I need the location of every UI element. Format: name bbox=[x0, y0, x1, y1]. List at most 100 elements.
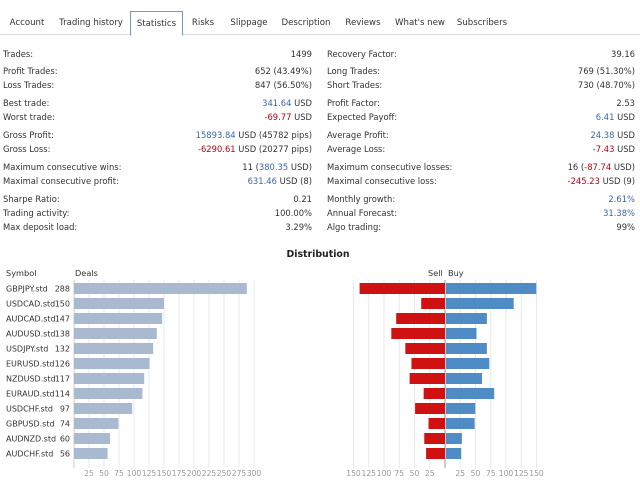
stat-row: Trading activity: 100.00% bbox=[3, 207, 312, 219]
deals-column-header: Deals bbox=[75, 268, 98, 278]
sell-bar bbox=[423, 388, 445, 399]
sell-tick-label: 25 bbox=[425, 469, 435, 478]
deals-bar bbox=[74, 283, 247, 294]
stat-label: Annual Forecast: bbox=[327, 208, 398, 218]
buy-bar bbox=[446, 283, 537, 294]
stat-label: Worst trade: bbox=[3, 112, 55, 122]
buy-bar bbox=[446, 313, 487, 324]
symbol-label: AUDCAD.std bbox=[6, 315, 56, 324]
buy-bar bbox=[446, 343, 487, 354]
stat-value-unit: USD bbox=[291, 98, 312, 108]
deals-tick-label: 100 bbox=[127, 469, 142, 478]
tab-trading-history[interactable]: Trading history bbox=[59, 18, 123, 28]
symbol-label: EURUSD.std bbox=[6, 360, 55, 369]
stat-value-unit: USD) bbox=[611, 162, 635, 172]
deals-tick-label: 175 bbox=[172, 469, 187, 478]
stat-value-number: 31.38% bbox=[603, 208, 635, 218]
stat-value-number: 6.41 bbox=[595, 112, 615, 122]
stat-value-number: -6290.61 bbox=[197, 144, 236, 154]
deals-tick-label: 50 bbox=[99, 469, 109, 478]
stat-row: Gross Profit: 15893.84 USD (45782 pips) bbox=[3, 129, 312, 141]
stat-value: -7.43 USD bbox=[593, 143, 635, 155]
deals-bar bbox=[74, 313, 163, 324]
stat-value: 1499 bbox=[290, 49, 312, 59]
symbol-label: AUDNZD.std bbox=[6, 435, 56, 444]
stat-row: Maximum consecutive losses: 16 (-87.74 U… bbox=[327, 161, 635, 173]
stat-value-number: -87.74 bbox=[584, 162, 612, 172]
tab-description[interactable]: Description bbox=[281, 18, 331, 28]
stat-row: Trades: 1499 bbox=[3, 48, 312, 60]
sell-bar bbox=[409, 373, 445, 384]
stat-row: Algo trading: 99% bbox=[327, 221, 635, 233]
tab-slippage[interactable]: Slippage bbox=[230, 18, 268, 28]
stat-value: 16 (-87.74 USD) bbox=[568, 161, 635, 173]
stat-value-number: 631.46 bbox=[247, 176, 277, 186]
stat-row: Expected Payoff: 6.41 USD bbox=[327, 111, 635, 123]
deals-tick-label: 225 bbox=[202, 469, 217, 478]
stat-value: 847 (56.50%) bbox=[254, 80, 312, 90]
sell-tick-label: 150 bbox=[346, 469, 361, 478]
deals-bar bbox=[74, 373, 145, 384]
buy-tick-label: 25 bbox=[455, 469, 465, 478]
deals-count-label: 74 bbox=[60, 420, 70, 429]
stat-value-unit: USD (45782 pips) bbox=[235, 130, 312, 140]
stat-value-unit: USD bbox=[614, 144, 635, 154]
deals-bar bbox=[74, 343, 154, 354]
stat-label: Recovery Factor: bbox=[327, 49, 397, 59]
symbol-label: AUDCHF.std bbox=[6, 450, 53, 459]
stat-value: 769 (51.30%) bbox=[577, 66, 635, 76]
sell-bar bbox=[421, 298, 445, 309]
stat-label: Trading activity: bbox=[3, 208, 70, 218]
stat-value: 99% bbox=[616, 222, 635, 232]
deals-count-label: 117 bbox=[55, 375, 70, 384]
stat-label: Gross Profit: bbox=[3, 130, 54, 140]
deals-bar bbox=[74, 418, 119, 429]
sell-bar bbox=[426, 448, 445, 459]
buy-tick-label: 150 bbox=[529, 469, 544, 478]
sell-bar bbox=[424, 433, 445, 444]
tab-risks[interactable]: Risks bbox=[191, 18, 215, 28]
stat-label: Loss Trades: bbox=[3, 80, 55, 90]
stat-label: Long Trades: bbox=[327, 66, 381, 76]
tab-whats-new[interactable]: What's new bbox=[395, 18, 445, 28]
stat-row: Maximal consecutive profit: 631.46 USD (… bbox=[3, 175, 312, 187]
stat-value-number: 341.64 bbox=[262, 98, 292, 108]
buy-bar bbox=[446, 403, 476, 414]
stat-label: Average Loss: bbox=[327, 144, 386, 154]
stat-value-prefix: 11 ( bbox=[242, 162, 259, 172]
tab-subscribers[interactable]: Subscribers bbox=[456, 18, 508, 28]
sell-bar bbox=[396, 313, 445, 324]
deals-bar bbox=[74, 388, 143, 399]
stat-row: Loss Trades: 847 (56.50%) bbox=[3, 79, 312, 91]
stat-row: Short Trades: 730 (48.70%) bbox=[327, 79, 635, 91]
deals-bar bbox=[74, 448, 108, 459]
deals-count-label: 132 bbox=[55, 345, 70, 354]
stat-label: Best trade: bbox=[3, 98, 50, 108]
stat-value: 341.64 USD bbox=[262, 97, 312, 109]
deals-bar bbox=[74, 328, 157, 339]
stat-value-unit: USD (8) bbox=[276, 176, 312, 186]
stat-value-unit: USD bbox=[614, 112, 635, 122]
stat-row: Sharpe Ratio: 0.21 bbox=[3, 193, 312, 205]
stat-value-number: 24.38 bbox=[590, 130, 615, 140]
buy-bar bbox=[446, 388, 495, 399]
tab-reviews[interactable]: Reviews bbox=[345, 18, 381, 28]
stat-value: 31.38% bbox=[603, 207, 635, 219]
buy-bar bbox=[446, 328, 477, 339]
stat-value: 631.46 USD (8) bbox=[248, 175, 312, 187]
stat-value-number: 2.61% bbox=[608, 194, 635, 204]
stat-label: Profit Factor: bbox=[327, 98, 380, 108]
stat-value: 15893.84 USD (45782 pips) bbox=[196, 129, 312, 141]
tab-account[interactable]: Account bbox=[9, 18, 45, 28]
stat-value: 0.21 bbox=[293, 194, 312, 204]
stat-value: 24.38 USD bbox=[590, 129, 635, 141]
buy-tick-label: 100 bbox=[499, 469, 514, 478]
deals-tick-label: 125 bbox=[142, 469, 157, 478]
stat-row: Profit Factor: 2.53 bbox=[327, 97, 635, 109]
tab-statistics[interactable]: Statistics bbox=[130, 11, 183, 36]
deals-tick-label: 150 bbox=[157, 469, 172, 478]
sell-bar bbox=[391, 328, 445, 339]
stat-value: -6290.61 USD (20277 pips) bbox=[198, 143, 312, 155]
symbol-label: USDCAD.std bbox=[6, 300, 55, 309]
